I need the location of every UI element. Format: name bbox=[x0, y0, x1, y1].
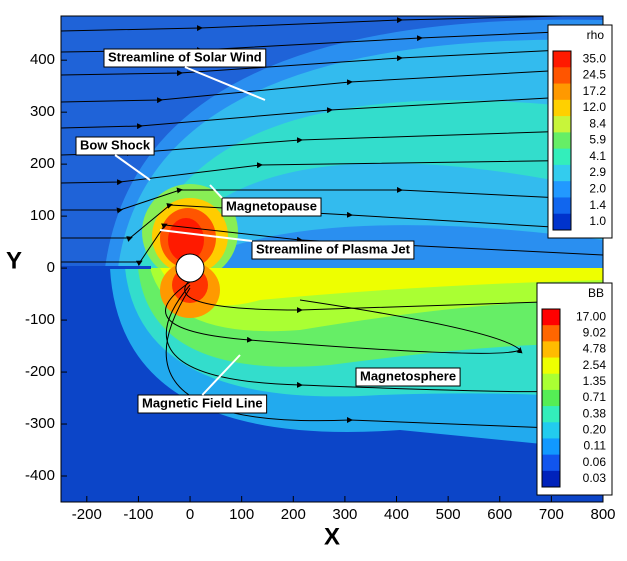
colorbar-label: 4.78 bbox=[583, 342, 607, 356]
colorbar-swatch bbox=[542, 422, 560, 439]
planet bbox=[175, 253, 205, 283]
colorbar-label: 2.0 bbox=[589, 181, 606, 195]
y-tick-label: -400 bbox=[25, 467, 55, 484]
y-tick-label: 400 bbox=[30, 51, 55, 68]
colorbar-label: 5.9 bbox=[589, 133, 606, 147]
colorbar-label: 17.2 bbox=[583, 84, 607, 98]
colorbar-label: 4.1 bbox=[589, 149, 606, 163]
annotation-box bbox=[221, 197, 322, 217]
colorbar-swatch bbox=[553, 132, 571, 150]
colorbar-swatch bbox=[542, 438, 560, 456]
colorbar-label: 0.71 bbox=[583, 390, 607, 404]
y-axis-label: Y bbox=[6, 247, 22, 274]
annotation: Magnetic Field Line bbox=[137, 354, 268, 414]
annotation: Streamline of Solar Wind bbox=[103, 48, 267, 101]
colorbar-swatch bbox=[542, 373, 560, 391]
annotation-label: Streamline of Solar Wind bbox=[108, 49, 262, 64]
colorbar-label: 0.03 bbox=[583, 471, 607, 485]
colorbar-swatch bbox=[542, 357, 560, 375]
colorbar-title: BB bbox=[588, 286, 604, 300]
x-tick-label: -100 bbox=[123, 506, 153, 523]
colorbar-swatch bbox=[553, 99, 571, 117]
y-tick-label: 200 bbox=[30, 155, 55, 172]
y-tick-label: -100 bbox=[25, 311, 55, 328]
y-tick-label: 100 bbox=[30, 207, 55, 224]
x-tick-label: 800 bbox=[590, 506, 615, 523]
x-tick-label: 0 bbox=[186, 506, 194, 523]
colorbar-label: 0.38 bbox=[583, 406, 607, 420]
annotation-box bbox=[251, 240, 415, 260]
colorbar-label: 0.20 bbox=[583, 423, 607, 437]
colorbar-label: 35.0 bbox=[583, 51, 607, 65]
annotation-label: Magnetopause bbox=[226, 198, 317, 213]
colorbar-swatch bbox=[553, 197, 571, 215]
x-tick-label: 600 bbox=[487, 506, 512, 523]
leader-line bbox=[209, 184, 223, 199]
x-tick-label: 500 bbox=[436, 506, 461, 523]
colorbar-label: 1.4 bbox=[589, 198, 606, 212]
x-tick-label: 400 bbox=[384, 506, 409, 523]
annotation-label: Magnetosphere bbox=[360, 368, 456, 383]
colorbar-label: 17.00 bbox=[576, 309, 606, 323]
x-tick-label: 700 bbox=[539, 506, 564, 523]
colorbar-swatch bbox=[553, 116, 571, 133]
x-tick-label: -200 bbox=[72, 506, 102, 523]
colorbar-title: rho bbox=[587, 28, 605, 42]
annotation: Bow Shock bbox=[75, 136, 155, 181]
colorbar-label: 1.0 bbox=[589, 214, 606, 228]
annotation-label: Bow Shock bbox=[80, 137, 151, 152]
leader-line bbox=[184, 66, 266, 101]
x-axis-label: X bbox=[324, 523, 340, 550]
x-tick-label: 100 bbox=[229, 506, 254, 523]
colorbar-swatch bbox=[553, 148, 571, 166]
colorbar-swatch bbox=[553, 67, 571, 85]
colorbar-swatch bbox=[553, 83, 571, 101]
colorbar-swatch bbox=[542, 325, 560, 342]
colorbar-swatch bbox=[542, 406, 560, 423]
colorbar-swatch bbox=[542, 470, 560, 488]
annotation: Magnetosphere bbox=[355, 367, 461, 387]
y-tick-label: -300 bbox=[25, 415, 55, 432]
y-tick-label: -200 bbox=[25, 363, 55, 380]
colorbar-label: 12.0 bbox=[583, 100, 607, 114]
colorbar-label: 2.54 bbox=[583, 358, 607, 372]
leader-line bbox=[201, 354, 241, 396]
annotation-label: Magnetic Field Line bbox=[142, 395, 263, 410]
colorbar-outline bbox=[541, 308, 561, 488]
x-tick-label: 200 bbox=[281, 506, 306, 523]
leader-line bbox=[159, 229, 253, 242]
plot-frame bbox=[60, 15, 604, 503]
colorbar-label: 2.9 bbox=[589, 165, 606, 179]
colorbar-label: 24.5 bbox=[583, 68, 607, 82]
contour-field bbox=[61, 16, 603, 502]
leader-line bbox=[114, 154, 151, 181]
colorbar-label: 8.4 bbox=[589, 116, 606, 130]
annotation-label: Streamline of Plasma Jet bbox=[256, 241, 411, 256]
colorbar-swatch bbox=[553, 51, 571, 68]
y-tick-label: 300 bbox=[30, 103, 55, 120]
annotation: Streamline of Plasma Jet bbox=[159, 229, 415, 260]
colorbar-swatch bbox=[542, 341, 560, 359]
annotation: Magnetopause bbox=[209, 184, 322, 217]
colorbar-swatch bbox=[553, 213, 571, 231]
x-tick-label: 300 bbox=[332, 506, 357, 523]
colorbar-swatch bbox=[553, 181, 571, 198]
colorbar-label: 0.06 bbox=[583, 455, 607, 469]
colorbar-swatch bbox=[542, 454, 560, 472]
colorbar-label: 1.35 bbox=[583, 374, 607, 388]
colorbar-swatch bbox=[542, 389, 560, 407]
colorbar-label: 9.02 bbox=[583, 325, 607, 339]
colorbar-swatch bbox=[542, 309, 560, 326]
y-tick-label: 0 bbox=[47, 259, 55, 276]
streamlines bbox=[61, 16, 603, 431]
colorbar-label: 0.11 bbox=[584, 439, 607, 453]
annotation-box bbox=[355, 367, 461, 387]
colorbar-swatch bbox=[553, 164, 571, 182]
colorbar-outline bbox=[552, 50, 572, 231]
